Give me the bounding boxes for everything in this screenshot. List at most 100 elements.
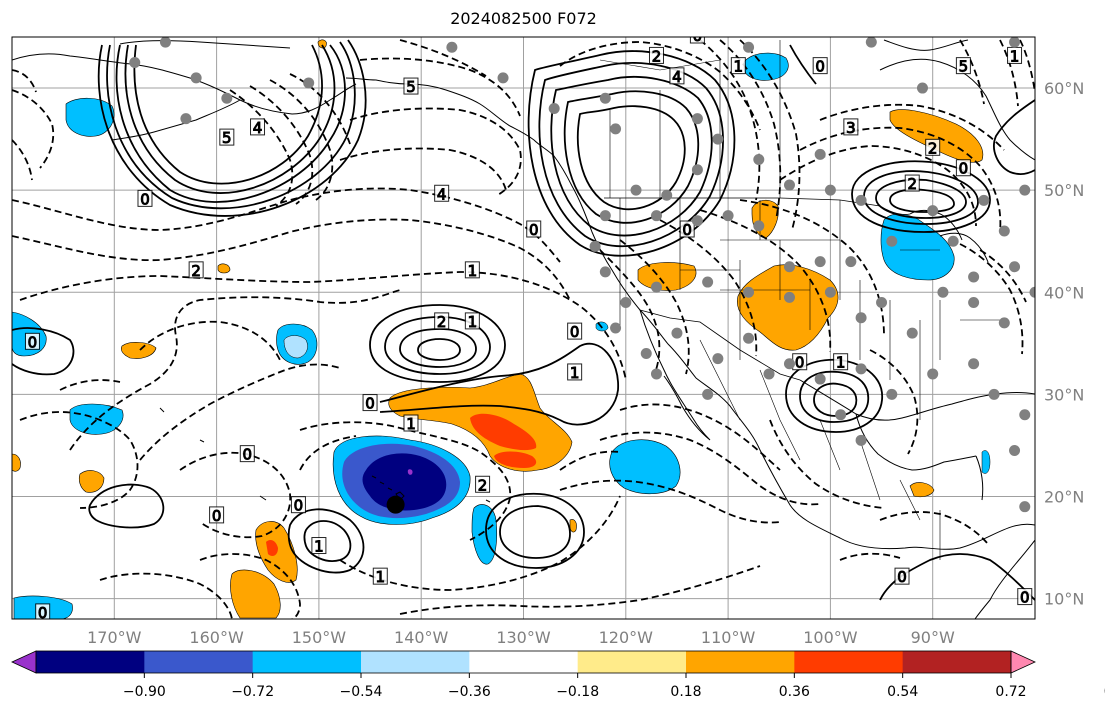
station-dot [1009,261,1021,273]
contour-label: 2 [907,175,917,193]
contour-label: 2 [478,476,488,494]
anomaly-blob-positive [317,39,327,49]
coastline-central-america [975,455,984,501]
contour-label: 2 [928,139,938,157]
contour-label: 0 [212,507,222,525]
contour-label: 1 [468,313,478,331]
anomaly-blob-positive [12,453,21,472]
contour-label-background [679,220,695,238]
contour-positive [875,178,967,219]
contour-negative [349,107,522,197]
contour-label-background [362,394,378,412]
contour-negative [619,239,690,375]
anomaly-blob-strong-positive [470,413,537,451]
colorbar-low-extension [11,650,37,674]
contour-label-background [526,220,542,238]
station-dot [702,276,714,288]
contour-positive [527,50,736,257]
station-dot [661,189,673,201]
positive-contours [12,39,1035,601]
contour-positive [97,39,367,217]
border-canada-provinces [599,40,781,198]
station-dot [937,286,949,298]
colorbar-tick-label: 0.18 [670,684,701,700]
contour-negative [12,187,561,263]
contour-negative [59,379,121,391]
contour-label-background [904,174,920,192]
contour-negative [839,552,901,561]
station-dot [998,317,1010,329]
colorbar-high-extension [1010,650,1036,674]
contour-label: 0 [243,446,253,464]
colorbar-tick-label: −0.36 [448,684,491,700]
station-dot [691,164,703,176]
contour-positive [287,508,365,574]
station-dot [988,388,1000,400]
observation-stations [129,37,1035,513]
small-islands [159,407,491,503]
station-dot [783,358,795,370]
contour-negative [1019,39,1035,93]
contour-positive [799,370,870,423]
contour-negative [139,320,281,361]
station-dot [650,368,662,380]
contour-label: 0 [38,604,48,622]
colorbar-segment [361,651,470,673]
contour-negative [999,39,1019,107]
station-dot [753,154,765,166]
station-dot [712,353,724,365]
station-dot [855,194,867,206]
contour-label: 1 [376,568,386,586]
anomaly-blob-negative [981,450,991,474]
contour-label-background [219,128,235,146]
contour-negative [979,249,1027,303]
contour-label: 0 [365,395,375,413]
contour-positive [115,44,346,203]
contour-label: 4 [253,119,263,137]
station-dot [1019,409,1031,421]
station-dot [876,296,888,308]
station-dot [190,72,202,84]
longitude-tick-label: 110°W [701,628,756,647]
station-dot [1029,286,1035,298]
anomaly-blob-negative [743,52,789,81]
colorbar: −0.90 −0.72 −0.54 −0.36 −0.18 0.18 0.36 0.54 0.7… [11,650,1105,700]
contour-label: 3 [846,119,856,137]
contour-label: 0 [959,160,969,178]
contour-positive [88,483,165,529]
contour-negative [599,249,661,371]
coastline-baja [639,309,711,441]
contour-negative [249,85,314,205]
contour-label-background [1017,588,1033,606]
contour-negative [99,572,233,619]
contour-label: 2 [652,47,662,65]
colorbar-segment [577,651,687,673]
contour-label: 1 [468,262,478,280]
contour-label-background [239,445,255,463]
station-dot [855,434,867,446]
latitude-tick-label: 60°N [1044,79,1084,98]
station-dot [968,271,980,283]
station-dot [599,266,611,278]
anomaly-blob-strong-positive [494,451,537,468]
station-dot [824,286,836,298]
station-dot [650,210,662,222]
contour-label: 0 [693,27,703,45]
contour-negative [959,39,985,105]
station-dot [702,388,714,400]
longitude-tick-label: 150°W [292,628,347,647]
contour-positive [384,316,491,375]
station-dot [783,261,795,273]
anomaly-blob-extreme-negative [407,469,413,475]
contour-negative [359,57,521,117]
station-dot [845,256,857,268]
station-dot [650,281,662,293]
station-dot [1009,445,1021,457]
station-dot [855,312,867,324]
contour-negative [619,403,781,471]
colorbar-tick-label: 0.90 [1104,684,1105,700]
storm-center-marker-layer [386,495,405,514]
contour-label: 0 [897,568,907,586]
